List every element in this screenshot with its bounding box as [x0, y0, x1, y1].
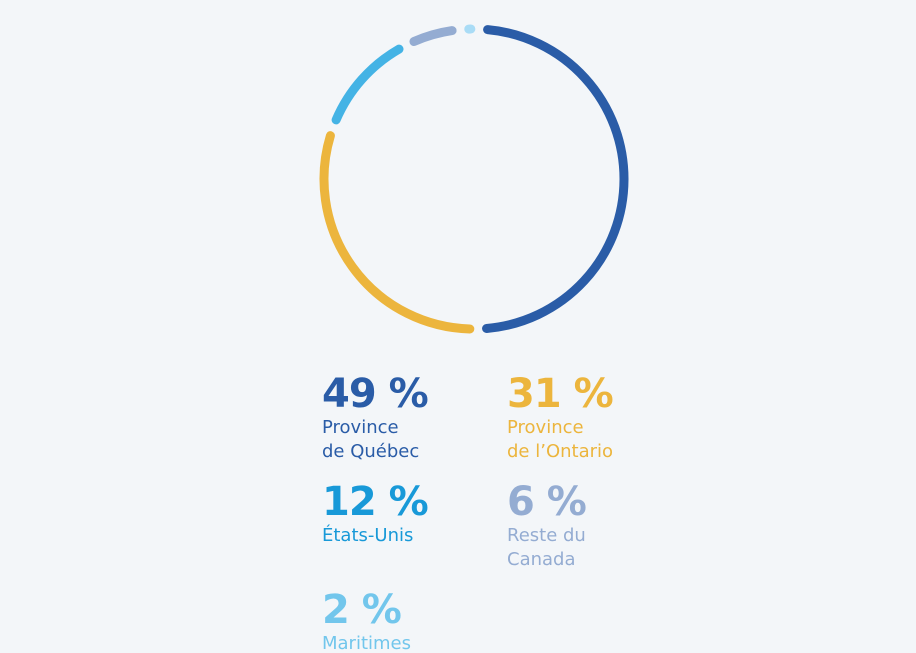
value-label: 31 %: [507, 371, 614, 417]
legend-label: Maritimes: [322, 633, 412, 653]
value-label: 6 %: [507, 479, 587, 525]
legend-label: Reste du Canada: [507, 525, 586, 570]
legend-label: Province de Québec: [322, 417, 420, 462]
legend-label: Province de l’Ontario: [507, 417, 614, 462]
legend-item: 12 % États-Unis: [322, 480, 507, 572]
legend-item: 2 % Maritimes: [322, 588, 507, 653]
value-label: 12 %: [322, 479, 429, 525]
value-label: 2 %: [322, 587, 402, 633]
donut-segment: [319, 131, 475, 334]
legend: 49 % Province de Québec 31 % Province de l’…: [322, 372, 692, 653]
donut-segment: [482, 25, 629, 333]
value-label: 49 %: [322, 371, 429, 417]
donut-chart: [319, 24, 629, 334]
donut-segment: [409, 26, 457, 47]
donut-segment: [331, 44, 404, 125]
legend-item: 31 % Province de l’Ontario: [507, 372, 692, 464]
legend-label: États-Unis: [322, 525, 414, 546]
legend-item: 49 % Province de Québec: [322, 372, 507, 464]
legend-item: 6 % Reste du Canada: [507, 480, 692, 572]
